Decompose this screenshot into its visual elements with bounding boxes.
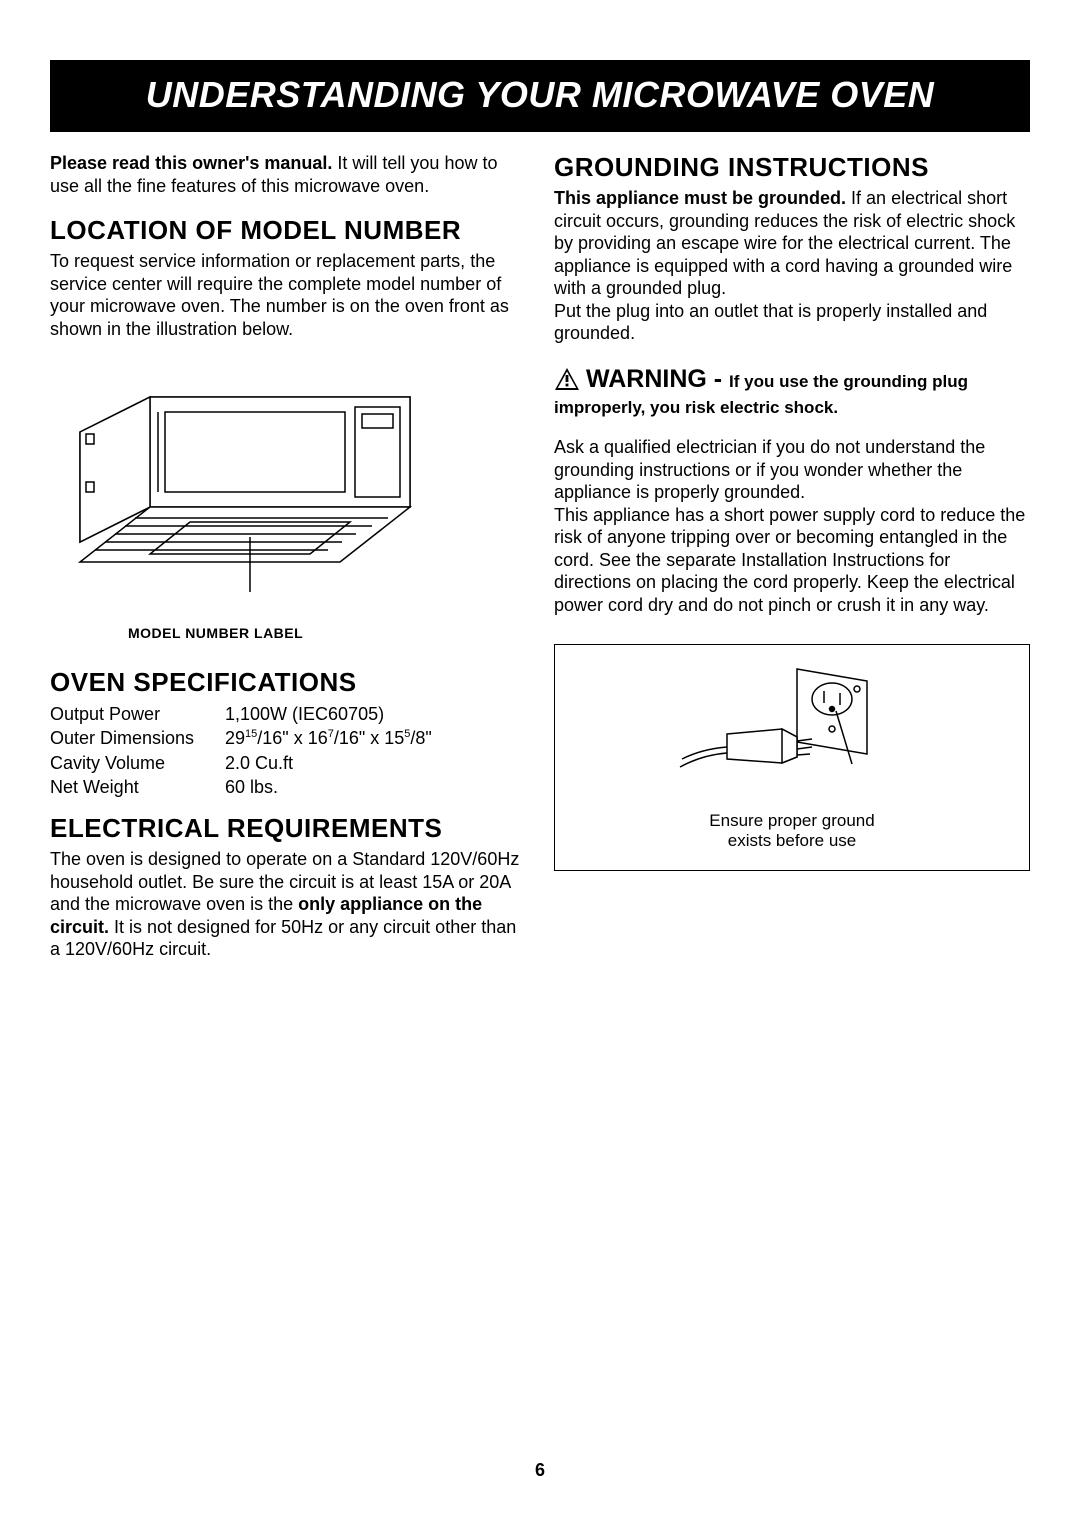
spec-value: 2.0 Cu.ft xyxy=(225,751,526,775)
after-warn-p2: This appliance has a short power supply … xyxy=(554,504,1030,617)
spec-row: Output Power 1,100W (IEC60705) xyxy=(50,702,526,726)
elec-post: It is not designed for 50Hz or any circu… xyxy=(50,917,516,960)
fig2-caption-line1: Ensure proper ground xyxy=(565,811,1019,831)
warning-icon xyxy=(554,367,580,398)
intro-paragraph: Please read this owner's manual. It will… xyxy=(50,152,526,197)
location-heading: LOCATION OF MODEL NUMBER xyxy=(50,215,526,246)
spec-label: Output Power xyxy=(50,702,225,726)
spec-row: Outer Dimensions 2915/16" x 167/16" x 15… xyxy=(50,726,526,750)
spec-value: 60 lbs. xyxy=(225,775,526,799)
ground-lead: This appliance must be grounded. xyxy=(554,188,846,208)
location-text: To request service information or replac… xyxy=(50,250,526,340)
spec-value: 1,100W (IEC60705) xyxy=(225,702,526,726)
intro-lead: Please read this owner's manual. xyxy=(50,153,332,173)
right-column: GROUNDING INSTRUCTIONS This appliance mu… xyxy=(554,152,1030,961)
spec-label: Net Weight xyxy=(50,775,225,799)
spec-heading: OVEN SPECIFICATIONS xyxy=(50,667,526,698)
spec-label: Outer Dimensions xyxy=(50,726,225,750)
grounding-text-2: Put the plug into an outlet that is prop… xyxy=(554,300,1030,345)
manual-page: UNDERSTANDING YOUR MICROWAVE OVEN Please… xyxy=(0,0,1080,1519)
spec-row: Net Weight 60 lbs. xyxy=(50,775,526,799)
grounding-text-1: This appliance must be grounded. If an e… xyxy=(554,187,1030,300)
model-number-label-caption: MODEL NUMBER LABEL xyxy=(128,625,526,641)
warning-line: WARNING - If you use the grounding plug … xyxy=(554,363,1030,421)
electrical-heading: ELECTRICAL REQUIREMENTS xyxy=(50,813,526,844)
banner-title: UNDERSTANDING YOUR MICROWAVE OVEN xyxy=(50,60,1030,132)
two-column-layout: Please read this owner's manual. It will… xyxy=(50,152,1030,961)
warning-word: WARNING xyxy=(586,365,707,393)
left-column: Please read this owner's manual. It will… xyxy=(50,152,526,961)
after-warn-p1: Ask a qualified electrician if you do no… xyxy=(554,436,1030,504)
spec-table: Output Power 1,100W (IEC60705) Outer Dim… xyxy=(50,702,526,799)
spec-row: Cavity Volume 2.0 Cu.ft xyxy=(50,751,526,775)
model-number-illustration: MODEL NUMBER LABEL xyxy=(50,372,526,641)
outlet-illustration-box: Ensure proper ground exists before use xyxy=(554,644,1030,871)
spec-value: 2915/16" x 167/16" x 155/8" xyxy=(225,726,526,750)
warning-dash: - xyxy=(707,365,729,393)
fig2-caption-line2: exists before use xyxy=(565,831,1019,851)
page-number: 6 xyxy=(0,1460,1080,1481)
electrical-text: The oven is designed to operate on a Sta… xyxy=(50,848,526,961)
grounding-heading: GROUNDING INSTRUCTIONS xyxy=(554,152,1030,183)
spec-label: Cavity Volume xyxy=(50,751,225,775)
